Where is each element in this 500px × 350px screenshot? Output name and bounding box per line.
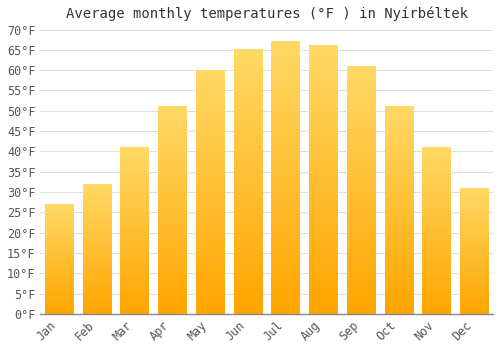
Title: Average monthly temperatures (°F ) in Nyírbéltek: Average monthly temperatures (°F ) in Ny…: [66, 7, 468, 21]
